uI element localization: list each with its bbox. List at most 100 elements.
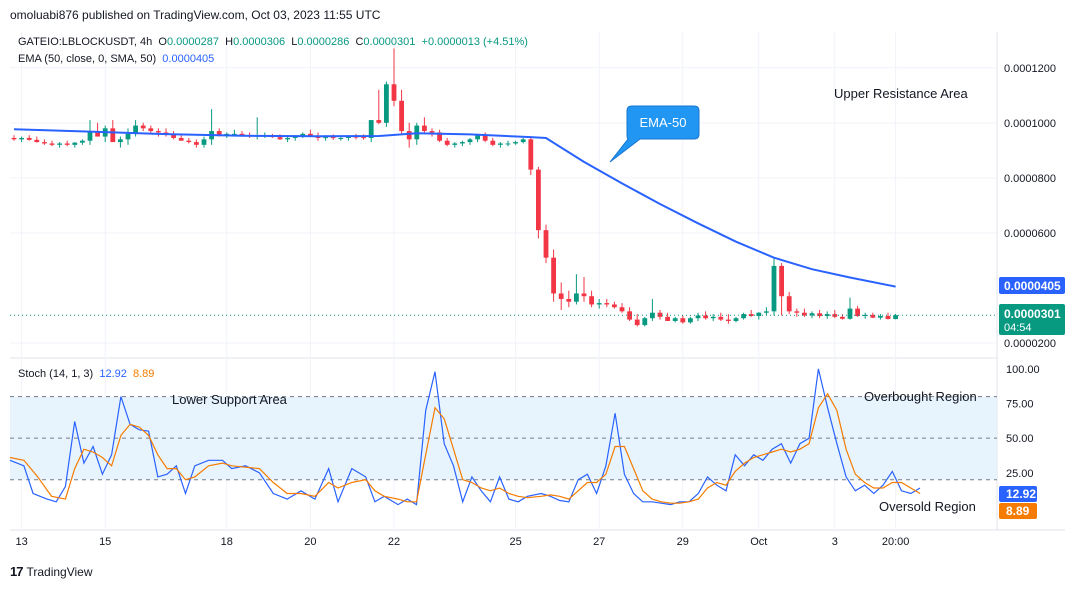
price-axis: 0.0001200 0.0001000 0.0000800 0.0000600 0.00…	[1004, 63, 1056, 350]
ema-price-badge: 0.0000405	[999, 277, 1065, 294]
svg-text:12.92: 12.92	[1006, 487, 1036, 501]
candle-body	[764, 311, 769, 313]
candle-body	[140, 125, 146, 129]
ema-50-line	[13, 128, 896, 288]
time-tick-label: 27	[593, 536, 605, 548]
candle-body	[285, 137, 290, 140]
candle-body	[133, 125, 138, 134]
high-label: H	[225, 36, 234, 48]
svg-text:8.89: 8.89	[1006, 504, 1030, 518]
candle-body	[11, 137, 17, 140]
candle-body	[57, 143, 62, 145]
candle-body	[178, 137, 184, 141]
candle-body	[862, 314, 868, 317]
symbol-name[interactable]: GATEIO:LBLOCKUSDT, 4h	[18, 36, 153, 48]
stoch-d-line	[9, 392, 921, 504]
stoch-d-value: 8.89	[133, 368, 155, 380]
candle-body	[422, 125, 427, 132]
candle-body	[323, 137, 328, 139]
candle-body	[34, 139, 40, 143]
candle-body	[376, 120, 382, 123]
svg-text:0.0000405: 0.0000405	[1004, 279, 1061, 293]
candle-body	[361, 137, 366, 139]
candle-body	[277, 137, 283, 140]
candle-body	[125, 133, 131, 140]
overbought-label: Overbought Region	[864, 389, 977, 404]
candle-body	[186, 140, 192, 143]
candle-body	[467, 139, 473, 143]
candle-body	[551, 257, 556, 294]
lower-support-label: Lower Support Area	[172, 392, 288, 407]
candle-body	[148, 128, 154, 132]
candle-body	[536, 169, 541, 231]
candle-body	[110, 128, 116, 143]
candle-body	[26, 137, 32, 140]
price-tick-label: 0.0001200	[1004, 63, 1056, 75]
stoch-layer	[9, 368, 921, 506]
candle-body	[581, 293, 587, 297]
candle-body	[627, 311, 632, 320]
footer-brand[interactable]: 17 TradingView	[10, 564, 93, 579]
time-tick-label: 20:00	[882, 536, 910, 548]
candle-body	[490, 140, 496, 145]
candle-body	[528, 139, 534, 170]
ema-legend[interactable]: EMA (50, close, 0, SMA, 50) 0.0000405	[18, 53, 214, 65]
time-axis: 13 15 18 20 22 25 27 29 Oct 3 20:00	[15, 536, 909, 548]
candle-body	[619, 307, 625, 312]
candle-body	[543, 230, 549, 258]
candle-body	[665, 316, 670, 321]
stoch-k-value: 12.92	[99, 368, 127, 380]
candle-body	[19, 137, 24, 140]
candle-body	[201, 139, 207, 145]
ema-legend-value: 0.0000405	[162, 53, 215, 65]
ema-layer	[13, 128, 896, 288]
time-tick-label: 22	[388, 536, 400, 548]
candle-body	[748, 314, 754, 317]
candle-body	[840, 316, 845, 319]
candle-body	[672, 318, 678, 321]
footer-brand-label: TradingView	[26, 564, 93, 579]
high-value: 0.0000306	[233, 36, 286, 48]
time-tick-label: 15	[99, 536, 111, 548]
candle-body	[384, 84, 389, 123]
candle-body	[64, 143, 70, 145]
candle-body	[809, 313, 815, 316]
candle-body	[558, 293, 564, 299]
time-tick-label: 13	[15, 536, 27, 548]
candle-body	[824, 314, 830, 317]
candle-body	[42, 142, 47, 144]
oversold-label: Oversold Region	[879, 499, 976, 514]
change-value: +0.0000013 (+4.51%)	[421, 36, 528, 48]
candle-body	[718, 316, 724, 320]
time-tick-label: 25	[509, 536, 521, 548]
candle-body	[216, 131, 222, 136]
stoch-band	[10, 396, 997, 480]
candle-body	[893, 315, 898, 320]
open-value: 0.0000287	[166, 36, 219, 48]
candle-body	[802, 312, 807, 316]
candle-body	[482, 135, 488, 141]
candle-body	[239, 133, 245, 136]
stoch-legend-label[interactable]: Stoch (14, 1, 3)	[18, 368, 94, 380]
stoch-tick-label: 75.00	[1006, 399, 1034, 411]
candle-body	[49, 143, 55, 145]
candle-body	[475, 135, 480, 140]
candle-body	[817, 313, 822, 317]
stoch-legend[interactable]: Stoch (14, 1, 3) 12.92 8.89	[18, 368, 154, 380]
price-tick-label: 0.0000200	[1004, 338, 1056, 350]
price-tick-label: 0.0000600	[1004, 228, 1056, 240]
candle-body	[346, 136, 351, 138]
candle-body	[688, 318, 693, 323]
ema-legend-label[interactable]: EMA (50, close, 0, SMA, 50)	[18, 53, 157, 65]
symbol-legend[interactable]: GATEIO:LBLOCKUSDT, 4h O0.0000287 H0.0000…	[18, 36, 528, 48]
candle-body	[870, 314, 876, 318]
candle-body	[232, 133, 237, 135]
candle-body	[710, 316, 716, 319]
candle-body	[452, 143, 458, 145]
candle-body	[498, 143, 503, 145]
candle-body	[642, 318, 648, 326]
candle-body	[87, 131, 93, 141]
candle-body	[574, 293, 579, 302]
candle-body	[437, 132, 442, 141]
